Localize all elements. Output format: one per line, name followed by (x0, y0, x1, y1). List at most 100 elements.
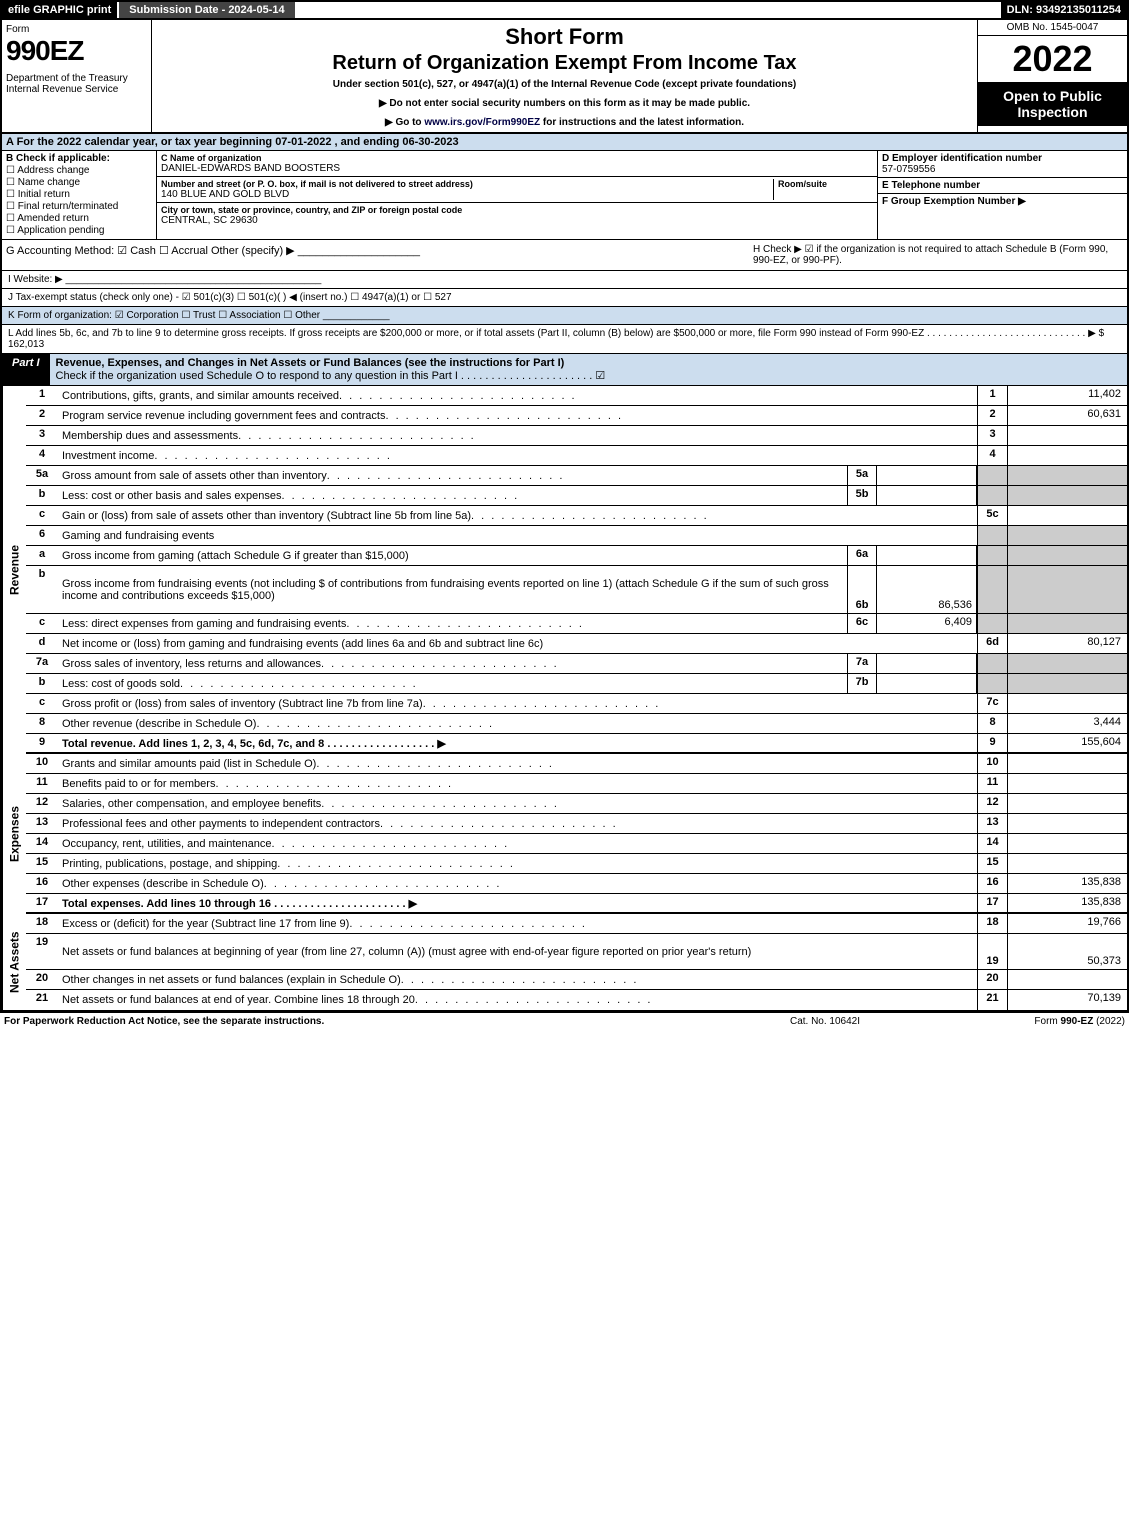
ln7a-desc: Gross sales of inventory, less returns a… (58, 654, 847, 673)
ln6b-rshade (977, 566, 1007, 613)
row-k-form-org: K Form of organization: ☑ Corporation ☐ … (0, 307, 1129, 325)
ln2-desc: Program service revenue including govern… (58, 406, 977, 425)
ln19-val: 50,373 (1007, 934, 1127, 969)
ln6a-num: a (26, 546, 58, 565)
ln5a-rshade (977, 466, 1007, 485)
ln6c-mv: 6,409 (877, 614, 977, 633)
expenses-side-label: Expenses (2, 754, 26, 914)
chk-application-pending[interactable]: Application pending (6, 225, 152, 236)
part-i-sub: Check if the organization used Schedule … (56, 370, 606, 382)
ln5c-num: c (26, 506, 58, 525)
ln21-rnum: 21 (977, 990, 1007, 1010)
ln7c-desc: Gross profit or (loss) from sales of inv… (58, 694, 977, 713)
ln7b-mv (877, 674, 977, 693)
ln6d-desc: Net income or (loss) from gaming and fun… (58, 634, 977, 653)
section-bcdef: B Check if applicable: Address change Na… (0, 151, 1129, 240)
ln18-val: 19,766 (1007, 914, 1127, 933)
revenue-side-label: Revenue (2, 386, 26, 754)
chk-final-return[interactable]: Final return/terminated (6, 201, 152, 212)
ln14-val (1007, 834, 1127, 853)
ln6c-mn: 6c (847, 614, 877, 633)
revenue-table: Revenue 1Contributions, gifts, grants, a… (0, 386, 1129, 754)
ln20-rnum: 20 (977, 970, 1007, 989)
ln17-val: 135,838 (1007, 894, 1127, 912)
ln10-desc: Grants and similar amounts paid (list in… (58, 754, 977, 773)
column-c: C Name of organization DANIEL-EDWARDS BA… (157, 151, 877, 239)
ln10-rnum: 10 (977, 754, 1007, 773)
ln5c-val (1007, 506, 1127, 525)
chk-initial-return[interactable]: Initial return (6, 189, 152, 200)
efile-label[interactable]: efile GRAPHIC print (2, 2, 117, 18)
header-center: Short Form Return of Organization Exempt… (152, 20, 977, 132)
col-b-header: B Check if applicable: (6, 153, 152, 164)
chk-name-change[interactable]: Name change (6, 177, 152, 188)
ln7b-num: b (26, 674, 58, 693)
ln6c-rshade (977, 614, 1007, 633)
ln9-num: 9 (26, 734, 58, 752)
ln13-num: 13 (26, 814, 58, 833)
ln6-rshade (977, 526, 1007, 545)
ln7a-mn: 7a (847, 654, 877, 673)
part-i-title-text: Revenue, Expenses, and Changes in Net As… (56, 357, 565, 369)
ln16-rnum: 16 (977, 874, 1007, 893)
ln7b-rshade (977, 674, 1007, 693)
ln7a-vshade (1007, 654, 1127, 673)
ln5b-rshade (977, 486, 1007, 505)
ln10-val (1007, 754, 1127, 773)
ln11-rnum: 11 (977, 774, 1007, 793)
ln2-val: 60,631 (1007, 406, 1127, 425)
ln10-num: 10 (26, 754, 58, 773)
ln6b-mv: 86,536 (877, 566, 977, 613)
form-header: Form 990EZ Department of the Treasury In… (0, 20, 1129, 134)
ln18-desc: Excess or (deficit) for the year (Subtra… (58, 914, 977, 933)
room-label: Room/suite (778, 179, 873, 189)
ln12-val (1007, 794, 1127, 813)
ln6a-vshade (1007, 546, 1127, 565)
title-return: Return of Organization Exempt From Incom… (156, 52, 973, 75)
ln1-num: 1 (26, 386, 58, 405)
irs-link[interactable]: www.irs.gov/Form990EZ (424, 117, 540, 128)
street-label: Number and street (or P. O. box, if mail… (161, 179, 773, 189)
row-g-h: G Accounting Method: ☑ Cash ☐ Accrual Ot… (0, 240, 1129, 271)
ln7a-num: 7a (26, 654, 58, 673)
ln19-rnum: 19 (977, 934, 1007, 969)
ln15-rnum: 15 (977, 854, 1007, 873)
ein-label: D Employer identification number (882, 153, 1123, 164)
ln2-num: 2 (26, 406, 58, 425)
ln6b-mn: 6b (847, 566, 877, 613)
ln12-rnum: 12 (977, 794, 1007, 813)
chk-address-change[interactable]: Address change (6, 165, 152, 176)
ln20-num: 20 (26, 970, 58, 989)
ln4-desc: Investment income (58, 446, 977, 465)
title-short-form: Short Form (156, 24, 973, 50)
ln5a-desc: Gross amount from sale of assets other t… (58, 466, 847, 485)
part-i-tag: Part I (2, 354, 50, 385)
ln1-rnum: 1 (977, 386, 1007, 405)
ln6a-desc: Gross income from gaming (attach Schedul… (58, 546, 847, 565)
ln11-num: 11 (26, 774, 58, 793)
part-i-header: Part I Revenue, Expenses, and Changes in… (0, 354, 1129, 386)
ln9-val: 155,604 (1007, 734, 1127, 752)
column-b: B Check if applicable: Address change Na… (2, 151, 157, 239)
page-footer: For Paperwork Reduction Act Notice, see … (0, 1012, 1129, 1030)
footer-left: For Paperwork Reduction Act Notice, see … (4, 1016, 725, 1027)
chk-amended-return[interactable]: Amended return (6, 213, 152, 224)
org-name: DANIEL-EDWARDS BAND BOOSTERS (161, 163, 873, 174)
row-j-tax-exempt: J Tax-exempt status (check only one) - ☑… (0, 289, 1129, 307)
ln6b-num: b (26, 566, 58, 613)
ln14-num: 14 (26, 834, 58, 853)
ln7b-vshade (1007, 674, 1127, 693)
ln14-rnum: 14 (977, 834, 1007, 853)
dln-label: DLN: 93492135011254 (1001, 2, 1127, 18)
ln3-val (1007, 426, 1127, 445)
ln8-rnum: 8 (977, 714, 1007, 733)
ln7a-rshade (977, 654, 1007, 673)
ln19-desc: Net assets or fund balances at beginning… (58, 934, 977, 969)
omb-number: OMB No. 1545-0047 (978, 20, 1127, 36)
ln7c-val (1007, 694, 1127, 713)
ln11-desc: Benefits paid to or for members (58, 774, 977, 793)
ln7b-desc: Less: cost of goods sold (58, 674, 847, 693)
ln6c-desc: Less: direct expenses from gaming and fu… (58, 614, 847, 633)
ln6c-num: c (26, 614, 58, 633)
ln12-desc: Salaries, other compensation, and employ… (58, 794, 977, 813)
